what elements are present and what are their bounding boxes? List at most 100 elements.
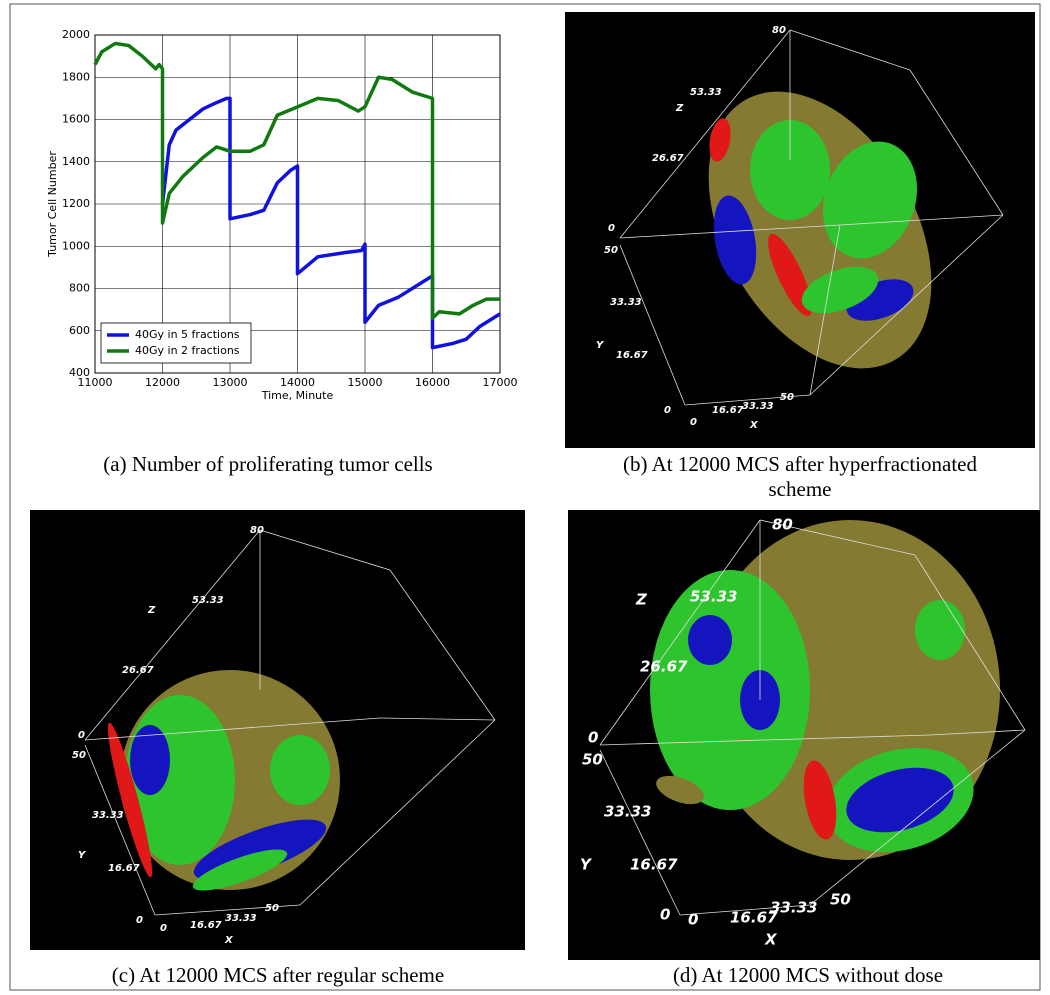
cube-edge: [809, 224, 841, 396]
tumor-blob: [713, 195, 757, 285]
render-axis-label: Z: [635, 591, 648, 609]
tumor-blob: [822, 141, 918, 259]
y-tick-label: 400: [69, 366, 90, 379]
cube-edge: [379, 717, 496, 721]
x-tick-label: 17000: [483, 376, 518, 389]
render-axis-label: Z: [147, 605, 156, 616]
tumor-blob: [688, 615, 732, 665]
render-axis-label: 33.33: [604, 803, 651, 821]
render-axis-label: 53.33: [690, 588, 737, 606]
render-axis-label: 80: [772, 25, 786, 36]
render-axis-label: 33.33: [225, 913, 257, 924]
cube-edge: [84, 717, 381, 741]
caption: (d) At 12000 MCS without dose: [673, 963, 943, 987]
render-axis-label: Y: [580, 856, 593, 874]
cube-edge: [809, 729, 1026, 906]
cube-edge: [619, 29, 791, 239]
tumor-blob: [270, 735, 330, 805]
cube-edge: [599, 749, 681, 916]
render-axis-label: 0: [588, 729, 598, 747]
y-tick-label: 1800: [62, 70, 90, 83]
render-axis-label: Y: [596, 340, 605, 351]
y-tick-label: 1000: [62, 239, 90, 252]
render-axis-label: 33.33: [742, 401, 774, 412]
cube-edge: [599, 519, 761, 746]
render-axis-label: 0: [78, 730, 85, 741]
render-axis-label: 0: [160, 923, 167, 934]
render-axis-label: 0: [660, 906, 670, 924]
render-axis-label: 16.67: [190, 920, 222, 931]
tumor-blob: [656, 775, 704, 805]
cube-edge: [839, 214, 1004, 226]
render-axis-label: 50: [604, 245, 618, 256]
render-axis-label: 0: [136, 915, 143, 926]
render-axis-label: 0: [608, 223, 615, 234]
tumor-blob: [130, 725, 170, 795]
cube-edge: [789, 29, 911, 71]
y-tick-label: 1600: [62, 113, 90, 126]
cube-edge: [619, 224, 841, 239]
render-axis-label: 0: [688, 911, 698, 929]
cube-edge: [914, 554, 1026, 731]
render-axis-label: 50: [780, 392, 794, 403]
y-tick-label: 600: [69, 324, 90, 337]
tumor-blob: [768, 233, 812, 317]
render-axis-label: X: [764, 931, 778, 949]
render-axis-label: 16.67: [108, 863, 140, 874]
render-axis-label: X: [749, 420, 759, 431]
tumor-blob: [801, 266, 879, 314]
legend-label: 40Gy in 2 fractions: [135, 344, 240, 357]
render-axis-label: Z: [675, 103, 684, 114]
cube-edge: [154, 904, 301, 916]
render-axis-label: 33.33: [92, 810, 124, 821]
render-axis-label: 26.67: [122, 665, 154, 676]
y-tick-label: 2000: [62, 28, 90, 41]
cube-edge: [809, 214, 1004, 396]
y-axis-label: Tumor Cell Number: [46, 151, 59, 258]
series-line: [93, 41, 500, 320]
render-axis-label: 16.67: [616, 350, 648, 361]
plot-frame: [94, 34, 501, 374]
caption: (c) At 12000 MCS after regular scheme: [112, 963, 444, 987]
cube-edge: [619, 244, 686, 406]
x-tick-label: 11000: [78, 376, 113, 389]
x-tick-label: 14000: [280, 376, 315, 389]
render-axis-label: 53.33: [690, 87, 722, 98]
render-axis-label: 16.67: [712, 405, 744, 416]
cube-edge: [684, 394, 811, 406]
render-axis-label: 50: [582, 751, 603, 769]
render-axis-label: 16.67: [730, 909, 778, 927]
render-axis-label: Y: [78, 850, 87, 861]
cube-edge: [259, 529, 391, 571]
render-axis-label: 50: [265, 903, 279, 914]
y-tick-label: 1400: [62, 155, 90, 168]
cube-edge: [299, 719, 496, 906]
caption: (a) Number of proliferating tumor cells: [103, 452, 432, 476]
render-axis-label: 53.33: [192, 595, 224, 606]
tumor-blob: [650, 570, 810, 810]
x-tick-label: 13000: [213, 376, 248, 389]
tumor-blob: [846, 767, 954, 833]
caption: scheme: [769, 477, 832, 501]
tumor-blob: [915, 600, 965, 660]
tumor-blob: [709, 118, 731, 162]
y-tick-label: 1200: [62, 197, 90, 210]
cube-edge: [679, 904, 811, 916]
cube-edge: [759, 519, 916, 556]
x-tick-label: 16000: [415, 376, 450, 389]
tumor-blob: [803, 760, 837, 840]
render-axis-label: 26.67: [652, 153, 684, 164]
cube-edge: [84, 529, 261, 741]
render-axis-label: 80: [772, 516, 793, 534]
render-axis-label: 33.33: [610, 297, 642, 308]
render-axis-label: 0: [690, 417, 697, 428]
render-axis-label: 33.33: [770, 899, 817, 917]
cube-edge: [389, 569, 496, 721]
render-axis-label: X: [224, 935, 234, 946]
legend-label: 40Gy in 5 fractions: [135, 328, 240, 341]
render-axis-label: 80: [250, 525, 264, 536]
render-axis-label: 50: [72, 750, 86, 761]
cube-edge: [909, 69, 1004, 216]
cube-edge: [599, 734, 931, 746]
